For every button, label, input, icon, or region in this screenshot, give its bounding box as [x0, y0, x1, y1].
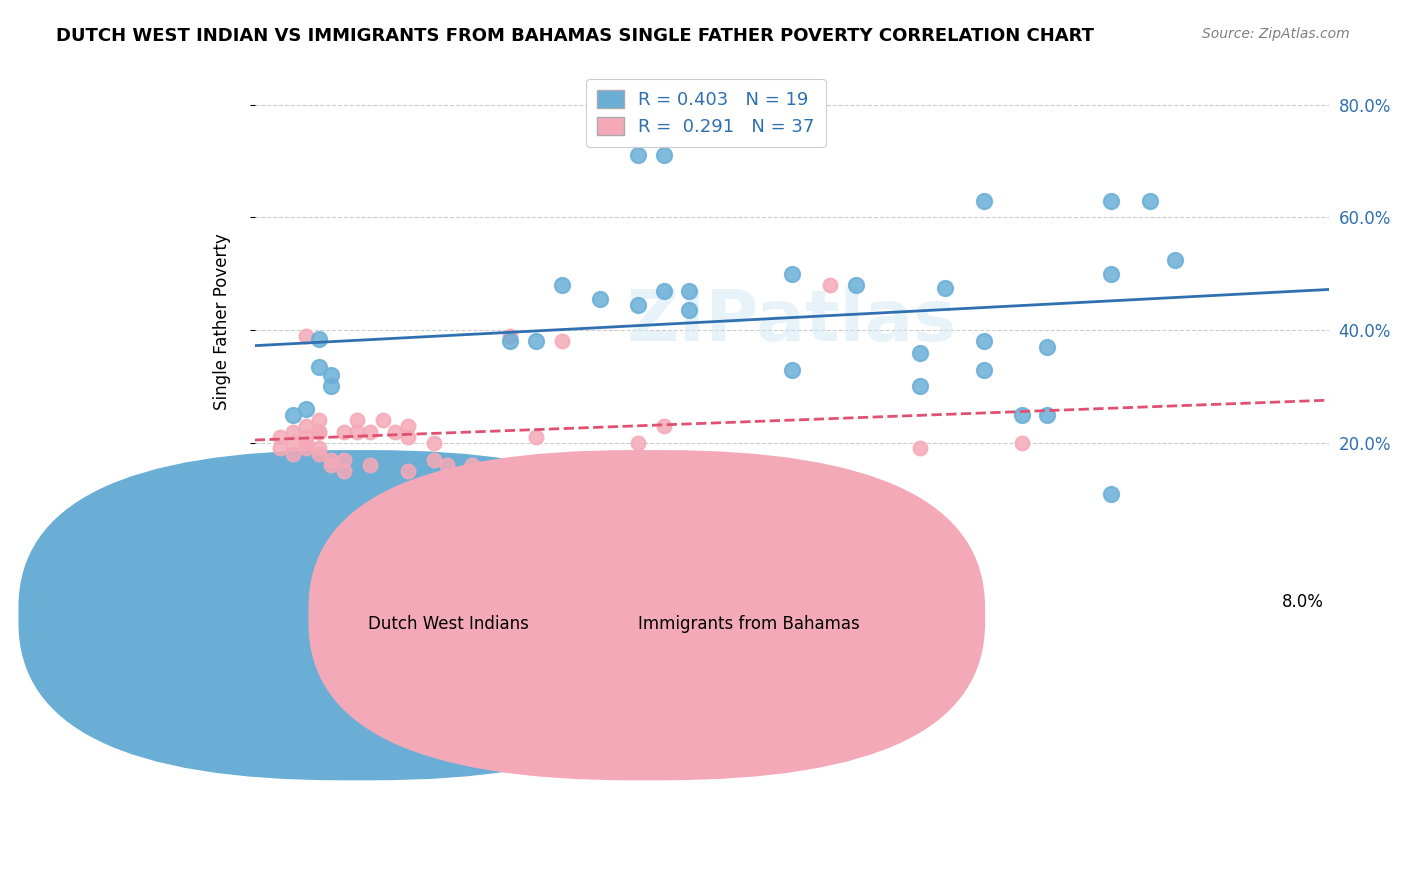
Point	[1011, 435, 1033, 450]
Point	[1011, 408, 1033, 422]
Point	[333, 425, 356, 439]
Point	[295, 430, 318, 444]
Text: Immigrants from Bahamas: Immigrants from Bahamas	[638, 615, 859, 633]
Point	[1164, 252, 1187, 267]
Point	[1099, 486, 1122, 500]
Point	[359, 458, 381, 473]
Point	[550, 278, 572, 293]
Point	[499, 334, 522, 349]
Point	[652, 419, 675, 434]
Point	[396, 419, 419, 434]
Point	[461, 458, 484, 473]
Point	[308, 413, 330, 427]
Point	[1036, 408, 1059, 422]
Text: Source: ZipAtlas.com: Source: ZipAtlas.com	[1202, 27, 1350, 41]
Point	[780, 267, 803, 281]
Point	[281, 408, 304, 422]
Point	[308, 447, 330, 461]
Point	[845, 278, 868, 293]
Point	[321, 368, 343, 383]
Point	[359, 425, 381, 439]
Point	[627, 148, 650, 162]
Point	[371, 413, 394, 427]
Point	[524, 334, 547, 349]
Point	[627, 298, 650, 312]
Text: Dutch West Indians: Dutch West Indians	[367, 615, 529, 633]
Point	[295, 419, 318, 434]
Point	[346, 425, 368, 439]
Point	[321, 379, 343, 393]
Point	[281, 435, 304, 450]
Point	[308, 332, 330, 346]
Point	[627, 435, 650, 450]
Point	[908, 442, 931, 456]
Point	[295, 402, 318, 417]
Point	[295, 442, 318, 456]
Point	[346, 413, 368, 427]
Legend: R = 0.403   N = 19, R =  0.291   N = 37: R = 0.403 N = 19, R = 0.291 N = 37	[586, 79, 825, 146]
Point	[396, 464, 419, 478]
Point	[589, 292, 612, 306]
Point	[1139, 194, 1161, 208]
Point	[436, 458, 458, 473]
Point	[678, 284, 700, 298]
Point	[281, 425, 304, 439]
Point	[396, 430, 419, 444]
Point	[281, 447, 304, 461]
Point	[973, 334, 995, 349]
Point	[780, 362, 803, 376]
Point	[550, 334, 572, 349]
Point	[321, 458, 343, 473]
Point	[499, 328, 522, 343]
Point	[908, 379, 931, 393]
Text: DUTCH WEST INDIAN VS IMMIGRANTS FROM BAHAMAS SINGLE FATHER POVERTY CORRELATION C: DUTCH WEST INDIAN VS IMMIGRANTS FROM BAH…	[56, 27, 1094, 45]
Text: ZIPatlas: ZIPatlas	[627, 287, 957, 356]
Point	[269, 430, 291, 444]
Point	[524, 430, 547, 444]
Point	[908, 345, 931, 359]
FancyBboxPatch shape	[308, 450, 986, 780]
Point	[333, 464, 356, 478]
Point	[678, 303, 700, 318]
Point	[780, 498, 803, 512]
FancyBboxPatch shape	[18, 450, 695, 780]
Point	[1036, 340, 1059, 354]
Point	[269, 442, 291, 456]
Point	[384, 425, 406, 439]
Point	[1099, 194, 1122, 208]
Point	[308, 425, 330, 439]
Point	[652, 148, 675, 162]
Point	[333, 452, 356, 467]
Point	[308, 442, 330, 456]
Point	[973, 362, 995, 376]
Point	[973, 194, 995, 208]
Point	[652, 284, 675, 298]
Y-axis label: Single Father Poverty: Single Father Poverty	[214, 234, 231, 410]
Point	[1099, 267, 1122, 281]
Point	[422, 452, 444, 467]
Point	[934, 281, 956, 295]
Point	[818, 278, 841, 293]
Point	[308, 425, 330, 439]
Point	[295, 435, 318, 450]
Point	[321, 452, 343, 467]
Point	[308, 359, 330, 374]
Point	[422, 435, 444, 450]
Point	[295, 328, 318, 343]
